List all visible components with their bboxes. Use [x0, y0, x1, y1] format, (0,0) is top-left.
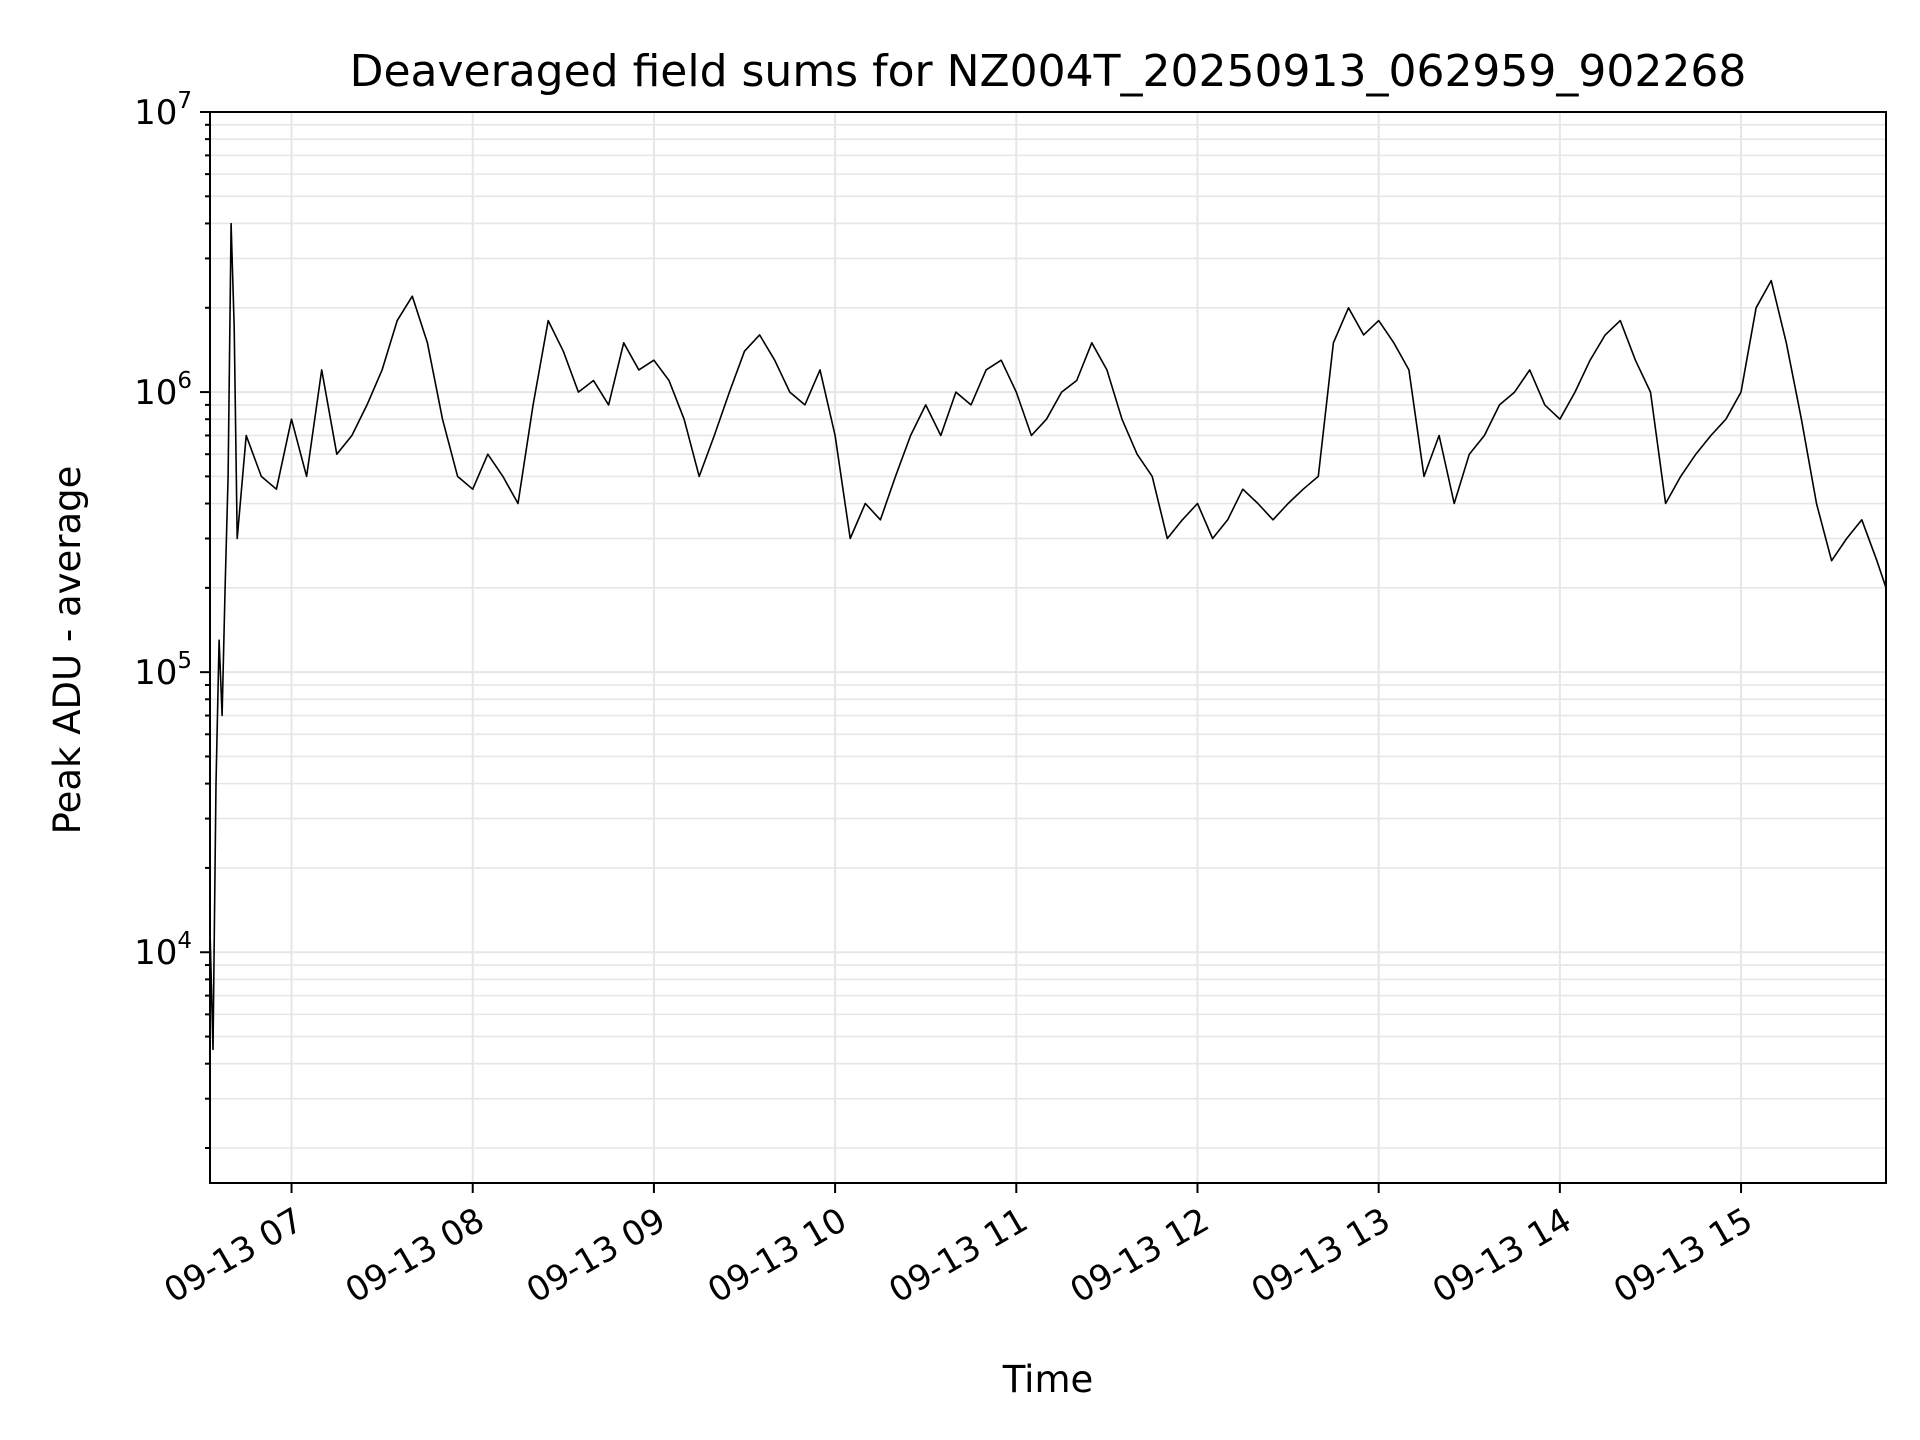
y-axis-label: Peak ADU - average — [46, 466, 89, 835]
series-polyline — [209, 222, 1887, 1051]
plot-frame — [209, 111, 1887, 1184]
y-tick-label: 107 — [134, 88, 192, 133]
y-tick-label: 106 — [134, 368, 192, 413]
series-line — [209, 222, 1887, 1051]
x-axis-label: Time — [1002, 1358, 1094, 1401]
y-tick-label: 105 — [134, 648, 192, 693]
y-tick-label: 104 — [134, 928, 192, 973]
chart-title: Deaveraged field sums for NZ004T_2025091… — [350, 46, 1747, 97]
